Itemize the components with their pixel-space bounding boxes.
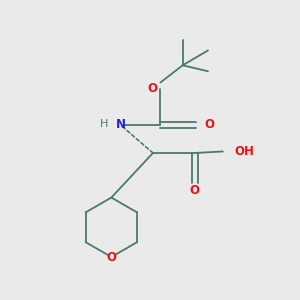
- Text: OH: OH: [234, 145, 254, 158]
- Text: H: H: [100, 119, 108, 129]
- Text: N: N: [116, 118, 126, 130]
- Text: O: O: [190, 184, 200, 196]
- Text: O: O: [147, 82, 157, 95]
- Text: O: O: [204, 118, 214, 131]
- Text: O: O: [106, 251, 116, 264]
